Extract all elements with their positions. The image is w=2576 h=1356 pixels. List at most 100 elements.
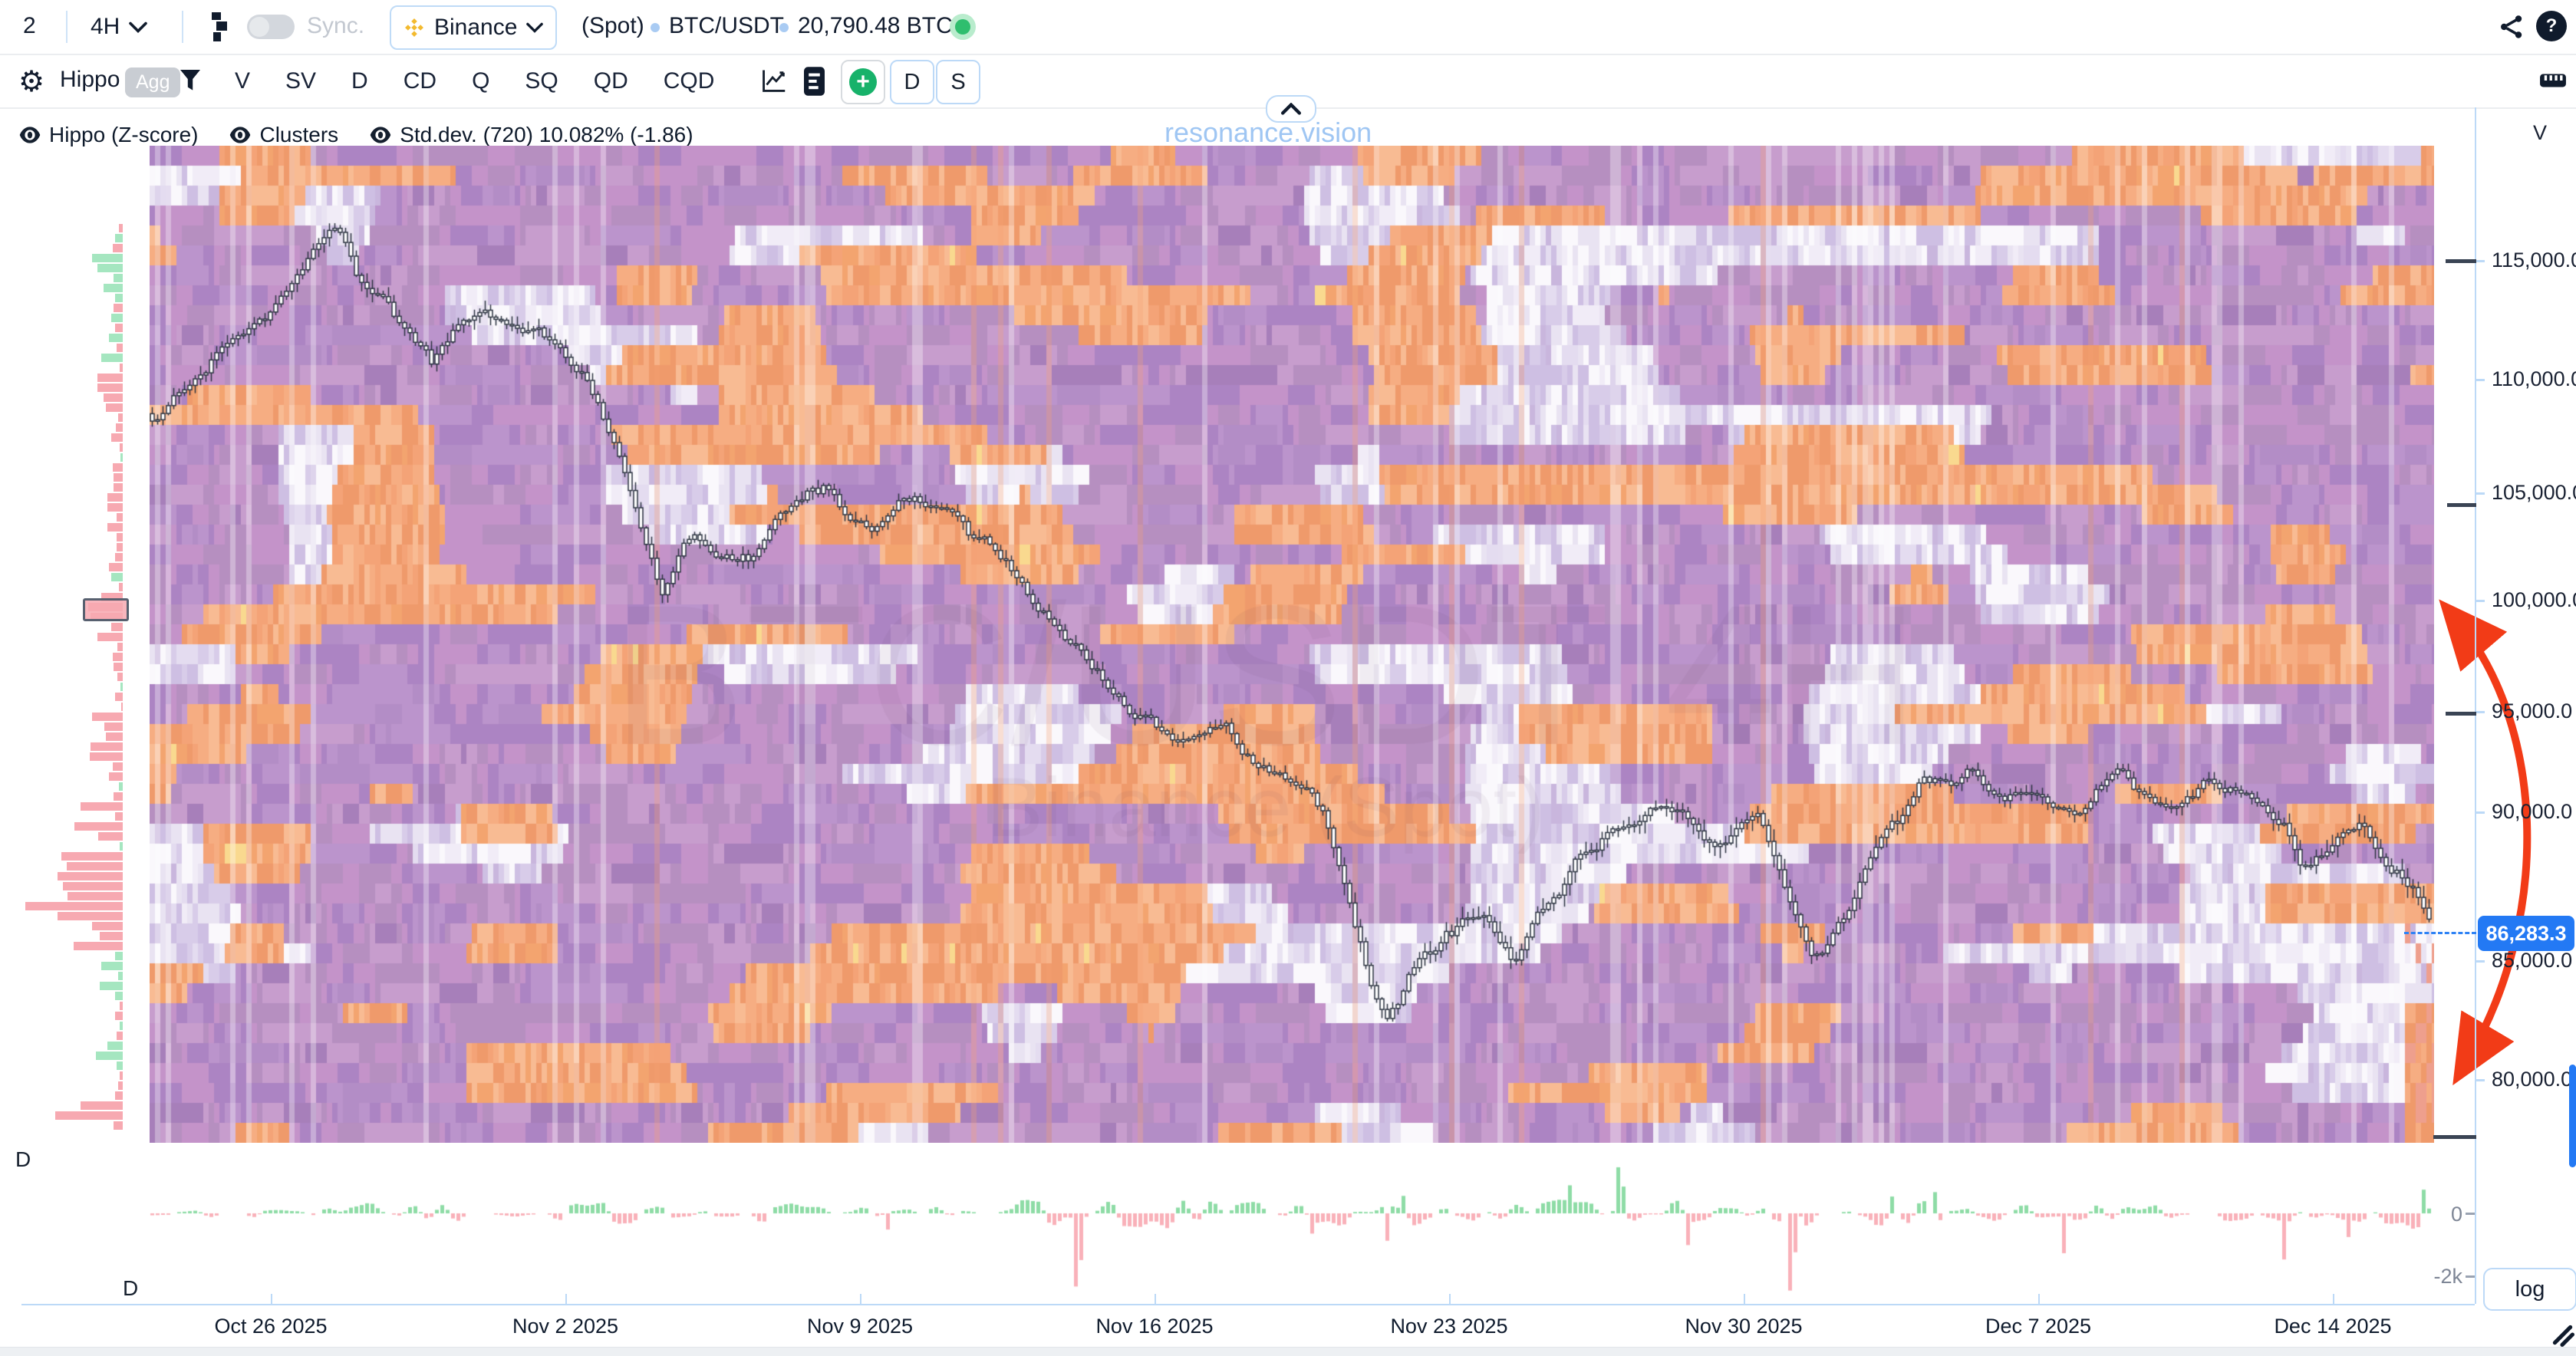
legend-item-stddev[interactable]: Std.dev. (720) 10.082% (-1.86) (369, 123, 693, 147)
volume-profile-bar (98, 832, 123, 841)
binance-logo-icon (405, 18, 423, 37)
ruler-icon[interactable] (2539, 71, 2567, 94)
volume-profile-bar (120, 453, 123, 462)
line-chart-icon[interactable] (759, 66, 789, 99)
price-axis-line[interactable] (2475, 107, 2476, 1304)
main-chart-canvas[interactable] (150, 146, 2434, 1143)
volume-profile-bar (115, 294, 123, 302)
legend-label: Std.dev. (720) 10.082% (-1.86) (400, 123, 693, 146)
volume-profile-bar (113, 244, 123, 252)
volume-profile-bar (114, 483, 123, 492)
volume-profile-highlight[interactable] (83, 598, 129, 621)
time-tick-label: Nov 2 2025 (512, 1315, 619, 1338)
price-tick-mark (2476, 811, 2485, 814)
indicator-button-sv[interactable]: SV (285, 68, 317, 94)
price-axis-scrollbar[interactable] (2569, 1065, 2576, 1167)
legend-label: Clusters (259, 123, 339, 146)
indicator-button-d[interactable]: D (351, 68, 368, 94)
timeframe-selector[interactable]: 4H (91, 0, 148, 54)
volume-profile-bar (109, 772, 123, 781)
sync-toggle[interactable] (247, 15, 295, 39)
exchange-dropdown[interactable]: Binance (390, 5, 558, 50)
collapse-toolbar-button[interactable] (1266, 95, 1316, 123)
layout-number[interactable]: 2 (23, 13, 36, 38)
log-scale-button[interactable]: log (2483, 1268, 2576, 1311)
delta-panel-label[interactable]: D (15, 1147, 31, 1171)
time-tick-label: Nov 23 2025 (1390, 1315, 1508, 1338)
help-icon[interactable]: ? (2536, 11, 2567, 41)
volume-profile-bar (118, 972, 123, 980)
legend-item-clusters[interactable]: Clusters (229, 123, 338, 147)
annotation-arrow[interactable] (2401, 583, 2576, 1089)
separator (66, 11, 68, 43)
volume-profile-bar (81, 802, 123, 811)
d-mode-button[interactable]: D (890, 60, 934, 104)
eye-icon[interactable] (229, 123, 252, 146)
candles-icon[interactable] (207, 9, 235, 48)
volume-profile-bar (106, 732, 123, 741)
volume-profile-bar (115, 952, 123, 960)
pair-label: BTC/USDT (669, 13, 784, 38)
volume-label: 20,790.48 BTC (798, 13, 953, 38)
eye-icon[interactable] (18, 123, 41, 146)
delta-panel-canvas[interactable] (150, 1147, 2434, 1304)
volume-profile-bar (114, 274, 123, 282)
gear-icon[interactable]: ⚙ (18, 66, 45, 98)
volume-profile-bar (121, 703, 123, 711)
time-axis-line[interactable] (21, 1304, 2475, 1305)
pencil-icon[interactable] (2550, 1322, 2574, 1351)
time-tick-mark (2333, 1294, 2334, 1304)
volume-profile-bar (117, 643, 123, 651)
current-price-label: 86,283.3 (2478, 916, 2574, 951)
filter-icon[interactable] (180, 68, 201, 97)
eye-icon[interactable] (369, 123, 392, 146)
volume-profile-bar (81, 1101, 123, 1110)
time-tick-label: Oct 26 2025 (214, 1315, 328, 1338)
time-tick-label: Dec 7 2025 (1985, 1315, 2092, 1338)
indicator-button-sq[interactable]: SQ (525, 68, 558, 94)
price-tick-mark (2476, 260, 2485, 262)
plus-icon: + (849, 68, 877, 96)
volume-profile-bar (113, 463, 123, 472)
legend-item-hippo[interactable]: Hippo (Z-score) (18, 123, 198, 147)
time-tick-mark (860, 1294, 861, 1304)
volume-profile-bar (63, 882, 123, 890)
notes-icon[interactable] (804, 67, 825, 100)
delta-panel-label-2[interactable]: D (123, 1276, 139, 1300)
timeframe-label: 4H (91, 14, 120, 39)
volume-profile-bar (114, 792, 123, 801)
indicator-button-cd[interactable]: CD (403, 68, 437, 94)
price-tick-mark (2476, 711, 2485, 713)
separator (182, 11, 183, 43)
indicator-name[interactable]: Hippo (60, 67, 120, 92)
volume-profile-bar (104, 722, 123, 731)
indicator-button-q[interactable]: Q (472, 68, 490, 94)
connection-status-icon (950, 14, 976, 40)
indicator-button-cqd[interactable]: CQD (663, 68, 715, 94)
volume-profile-bar (92, 254, 123, 262)
add-button[interactable]: + (841, 60, 885, 104)
share-icon[interactable] (2498, 12, 2525, 45)
chevron-down-icon (129, 21, 148, 33)
s-mode-button[interactable]: S (936, 60, 980, 104)
chevron-down-icon (526, 22, 544, 33)
volume-profile-bar (117, 543, 123, 551)
price-axis-marker (2447, 503, 2476, 507)
time-tick-mark (565, 1294, 567, 1304)
volume-profile-bar (97, 383, 123, 392)
volume-profile-bar (118, 413, 123, 422)
volume-profile-bar (101, 354, 123, 362)
indicator-button-v[interactable]: V (235, 68, 251, 94)
indicator-button-qd[interactable]: QD (593, 68, 628, 94)
volume-profile-bar (114, 304, 123, 312)
top-toolbar: 2 4H Sync. Binance (Spot) BTC/USDT (0, 0, 2576, 55)
volume-profile-bar (109, 334, 123, 342)
price-tick-label: 110,000.0 (2492, 367, 2576, 390)
price-tick-label: 85,000.0 (2492, 949, 2573, 972)
agg-badge[interactable]: Agg (125, 67, 181, 97)
volume-profile-bar (101, 593, 123, 601)
volume-profile-bar (113, 653, 123, 661)
volume-profile-bar (90, 752, 123, 761)
volume-profile-bar (117, 513, 123, 522)
